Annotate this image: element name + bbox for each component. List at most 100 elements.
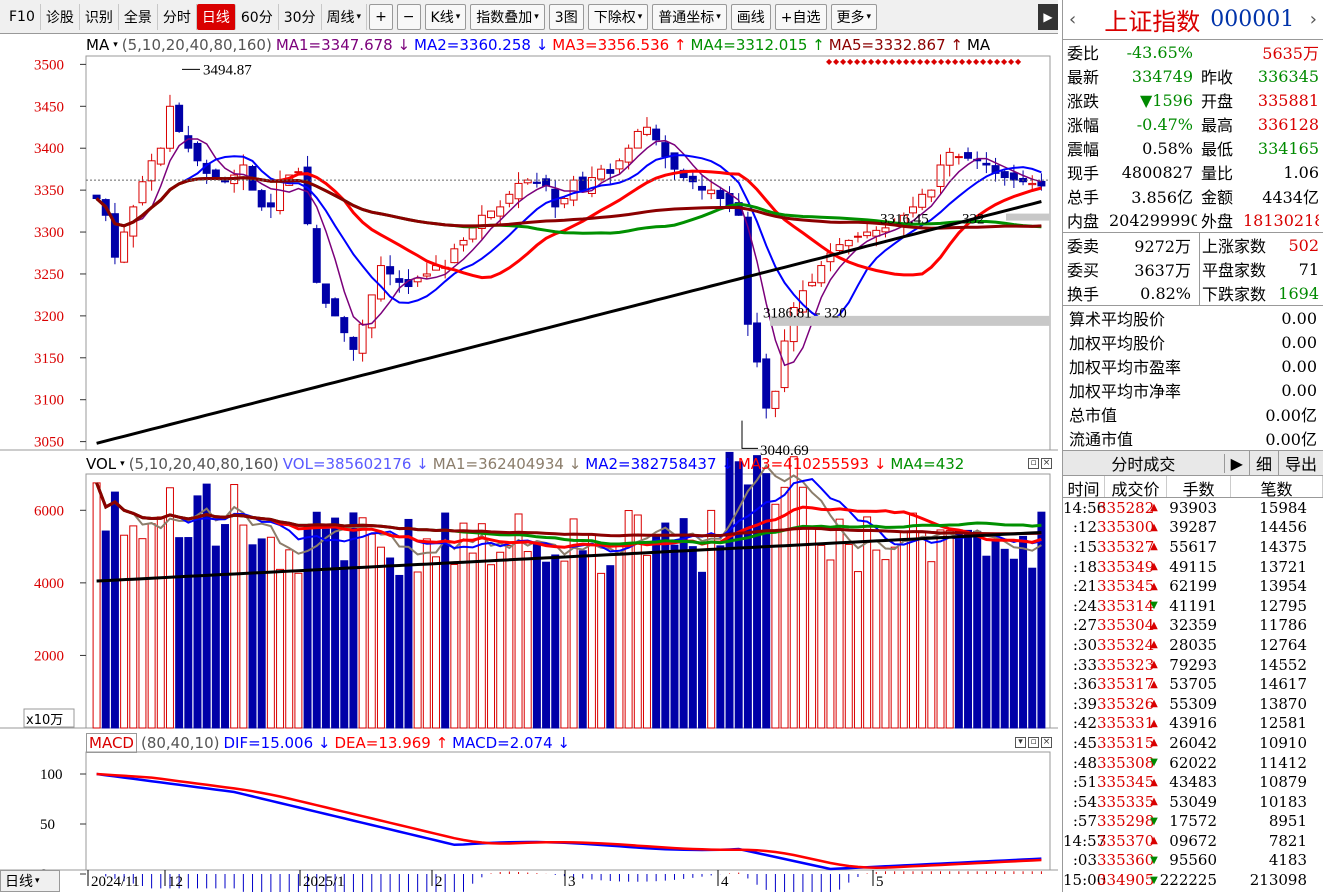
toolbar-5[interactable]: 日线: [196, 3, 236, 30]
vol-bar: [670, 544, 679, 729]
stat-row: 加权平均市净率 0.00: [1063, 378, 1323, 402]
vol-bar: [386, 557, 395, 729]
marker-icon: ◆: [868, 57, 875, 66]
quote-label: 委比: [1067, 44, 1100, 63]
candle: [468, 227, 477, 240]
tick-list[interactable]: 14:56 335282 ▲ 93903 15984:12 335300 ▲ 39287 144…: [1063, 498, 1323, 892]
toolbar-6[interactable]: 60分: [236, 3, 279, 30]
chart-area[interactable]: 3500 3450 3400 3350 3300 3250 3200 3150 3100 3050…: [0, 34, 1058, 892]
toolbar-17[interactable]: +自选: [774, 3, 827, 30]
tick-title: 分时成交: [1111, 455, 1176, 474]
candle: [587, 177, 596, 194]
vol-indicator-label[interactable]: VOL: [86, 455, 117, 473]
quote-row: 委比 -43.65% 5635万: [1063, 40, 1323, 64]
toolbar-12[interactable]: 指数叠加 ▾: [470, 3, 545, 30]
tick-time: :03: [1072, 851, 1097, 870]
vol-bar: [404, 518, 413, 729]
scroll-right-icon[interactable]: ▶: [1038, 3, 1058, 30]
toolbar-15[interactable]: 普通坐标 ▾: [652, 3, 727, 30]
maximize-icon[interactable]: ▫: [1028, 737, 1039, 748]
candle: [138, 181, 147, 204]
toolbar-label: 普通坐标: [658, 9, 715, 26]
next-stock-icon[interactable]: ›: [1309, 9, 1317, 30]
quote-value: ▼1596: [1139, 90, 1193, 110]
date-label: 12: [168, 874, 183, 890]
tick-price: 335282: [1097, 498, 1155, 517]
toolbar-9[interactable]: +: [369, 3, 393, 30]
toolbar-11[interactable]: K线 ▾: [424, 3, 467, 30]
toolbar-13[interactable]: 3图: [548, 3, 584, 30]
toolbar-1[interactable]: 诊股: [41, 3, 80, 30]
candle: [395, 278, 404, 283]
tick-time: :06: [1063, 891, 1097, 892]
quote-value: 4800827: [1121, 162, 1193, 182]
vol-tick-label: 6000: [34, 503, 64, 519]
toolbar-4[interactable]: 分时: [158, 3, 197, 30]
vol-bar: [193, 495, 202, 729]
vol-bar: [340, 560, 349, 729]
toolbar-label: 画线: [736, 9, 765, 26]
kline-chart[interactable]: 3500345034003350330032503200315031003050…: [0, 34, 1058, 892]
candle: [698, 185, 706, 191]
macd-indicator-label[interactable]: MACD: [86, 733, 137, 753]
toolbar-18[interactable]: 更多 ▾: [830, 3, 878, 30]
tick-row: :27 335304 ▲ 32359 11786: [1063, 616, 1323, 636]
tick-direction-icon: ▼: [1150, 757, 1158, 769]
tick-direction-icon: ▲: [1150, 639, 1158, 651]
quote-label: 内盘: [1067, 212, 1100, 231]
vol-bar: [211, 545, 220, 729]
period-tab[interactable]: 日线 ▾: [0, 870, 60, 892]
tick-row: :18 335349 ▲ 49115 13721: [1063, 557, 1323, 577]
dropdown-icon: ▾: [534, 11, 539, 22]
tick-row: :03 335360 ▼ 95560 4183: [1063, 851, 1323, 871]
toolbar-10[interactable]: −: [396, 3, 421, 30]
date-label: 2025/1: [303, 874, 345, 890]
tick-title-bar: 分时成交 ▶ 细 导出: [1063, 450, 1323, 476]
toolbar-3[interactable]: 全景: [119, 3, 158, 30]
toolbar-2[interactable]: 识别: [80, 3, 119, 30]
tick-play-button[interactable]: ▶: [1223, 453, 1249, 473]
vol-unit-box: [23, 708, 75, 728]
maximize-icon[interactable]: ▫: [1028, 458, 1039, 469]
vol-bar: [120, 534, 129, 729]
candle: [597, 168, 606, 180]
vol-bar: [248, 544, 257, 729]
stat-label: 流通市值: [1069, 430, 1134, 449]
quote-label: 金额: [1201, 188, 1234, 207]
settings-icon[interactable]: ▾: [1015, 737, 1026, 748]
low-annotation: 3040.69: [760, 443, 809, 459]
tick-direction-icon: ▲: [1150, 561, 1158, 573]
vol-bar: [1019, 535, 1028, 729]
vol-params: (5,10,20,40,80,160): [128, 455, 279, 473]
candle: [716, 189, 725, 200]
vol-bar: [202, 483, 211, 729]
toolbar-8[interactable]: 周线 ▾: [322, 3, 368, 30]
tick-detail-button[interactable]: 细: [1248, 451, 1278, 475]
ma-indicator-label[interactable]: MA: [86, 36, 110, 54]
tick-volume: 32359: [1169, 616, 1217, 635]
candle: [147, 160, 156, 182]
toolbar-0[interactable]: F10: [4, 3, 41, 30]
tick-price: 335298: [1097, 812, 1155, 831]
vol-bar: [1000, 548, 1009, 729]
vol-bar: [918, 532, 927, 729]
candle: [413, 277, 422, 283]
vol-bar: [376, 546, 385, 729]
tick-row: :39 335326 ▲ 55309 13870: [1063, 694, 1323, 714]
candle: [771, 390, 780, 409]
toolbar-14[interactable]: 下除权 ▾: [587, 3, 649, 30]
toolbar-16[interactable]: 画线: [730, 3, 771, 30]
close-icon[interactable]: ×: [1041, 737, 1052, 748]
prev-stock-icon[interactable]: ‹: [1069, 9, 1077, 30]
toolbar-7[interactable]: 30分: [279, 3, 322, 30]
vol-ma1-value: MA1=362404934 ↓: [432, 455, 582, 473]
tick-row: 14:56 335282 ▲ 93903 15984: [1063, 498, 1323, 518]
tick-time: 15:00: [1063, 871, 1107, 890]
tick-direction-icon: ▲: [1150, 776, 1158, 788]
tick-direction-icon: ▼: [1150, 874, 1158, 886]
vol-bar: [331, 517, 340, 729]
close-icon[interactable]: ×: [1041, 458, 1052, 469]
price-tick-label: 3300: [34, 225, 64, 241]
tick-export-button[interactable]: 导出: [1277, 451, 1323, 475]
tick-price: 335323: [1097, 655, 1155, 674]
